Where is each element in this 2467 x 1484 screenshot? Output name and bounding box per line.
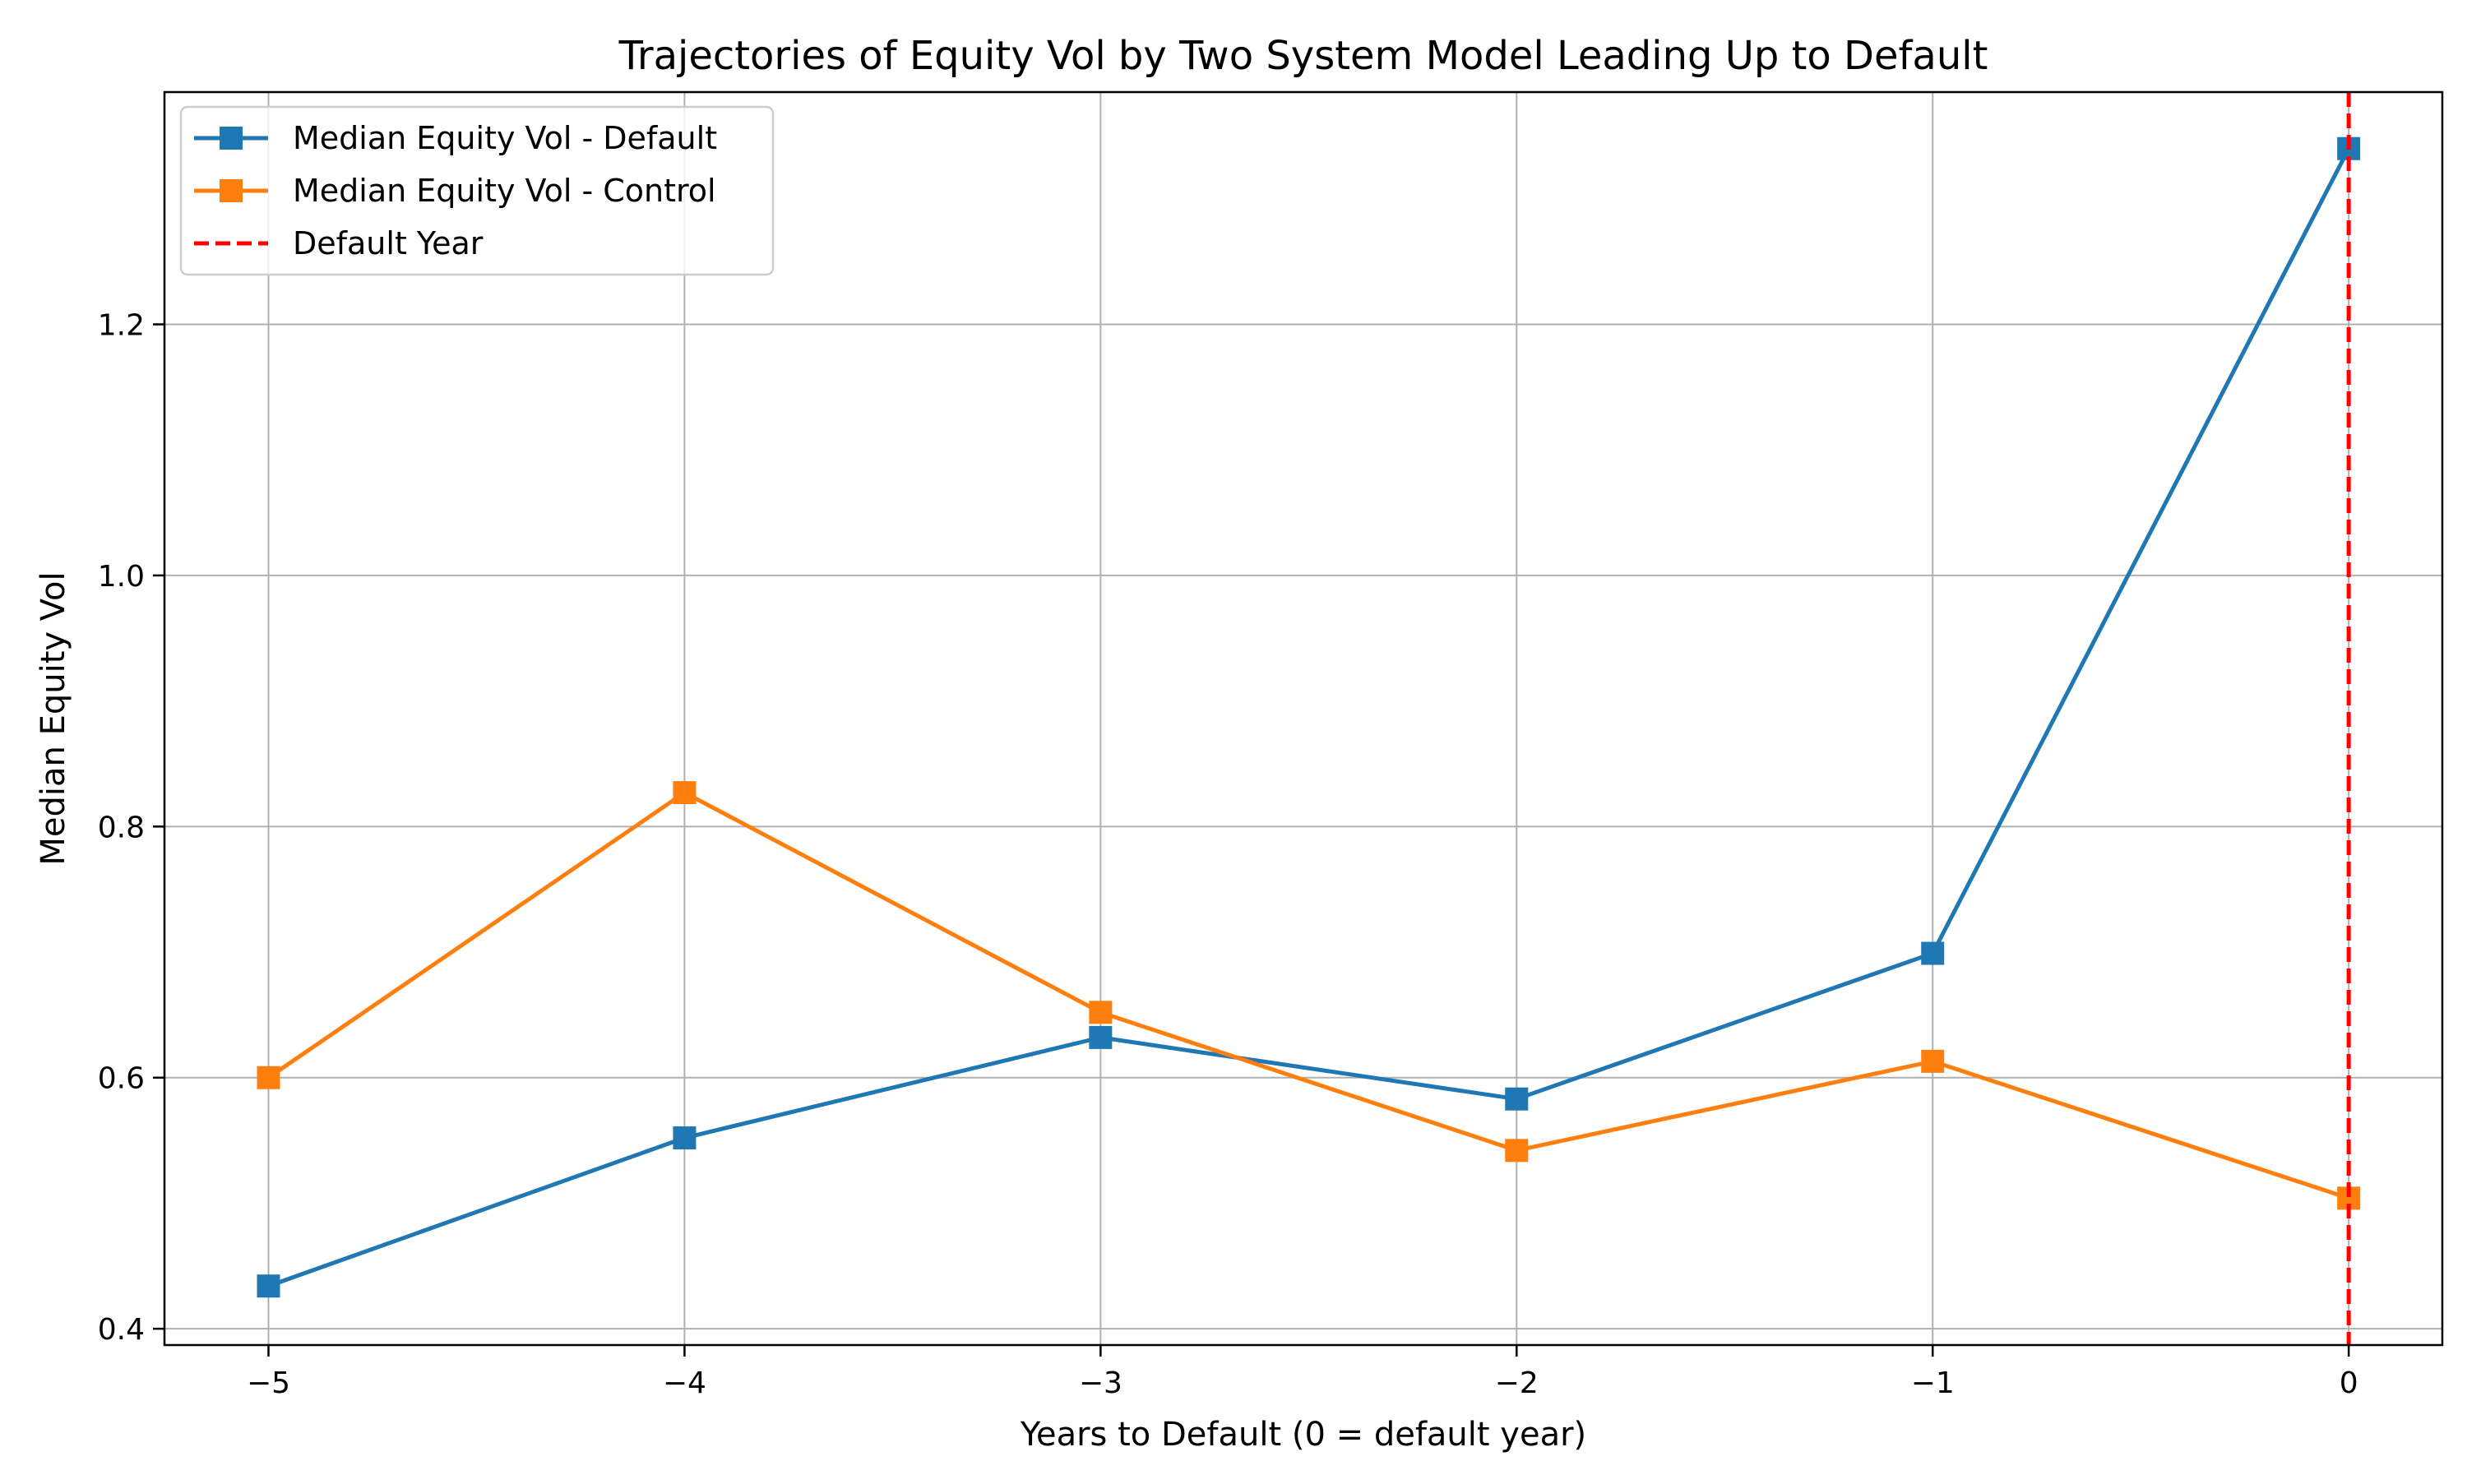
series-1-marker <box>257 1274 280 1298</box>
x-tick-label: −5 <box>247 1366 290 1400</box>
x-tick-label: 0 <box>2340 1366 2358 1400</box>
y-axis-label: Median Equity Vol <box>35 571 72 865</box>
series-2-marker <box>257 1066 280 1089</box>
series-line-2 <box>267 790 2349 1200</box>
x-tick-label: −3 <box>1079 1366 1122 1400</box>
series-1-marker <box>1089 1025 1113 1049</box>
y-tick-label: 0.6 <box>98 1062 145 1096</box>
series-2-marker <box>673 781 697 805</box>
x-tick-label: −4 <box>663 1366 706 1400</box>
legend-box <box>179 105 775 276</box>
y-tick-label: 1.0 <box>98 560 145 594</box>
legend-entry-label: Median Equity Vol - Control <box>293 173 716 209</box>
chart-title: Trajectories of Equity Vol by Two System… <box>618 33 1988 79</box>
x-tick-label: −1 <box>1911 1366 1955 1400</box>
series-2-marker <box>1921 1049 1945 1073</box>
y-axis-ticks: 0.4 0.6 0.8 1.0 1.2 <box>98 309 164 1347</box>
grid <box>164 92 2442 1345</box>
x-tick-label: −2 <box>1495 1366 1539 1400</box>
series-2-marker <box>1505 1139 1529 1163</box>
y-tick-label: 0.4 <box>98 1313 145 1347</box>
x-axis-label: Years to Default (0 = default year) <box>1020 1416 1586 1454</box>
series-line-1 <box>267 147 2351 1288</box>
series-1-marker <box>1921 941 1945 965</box>
legend-marker-sample <box>220 127 243 150</box>
series-1-marker <box>673 1126 697 1150</box>
series-lines <box>257 136 2361 1298</box>
plot-frame <box>163 90 2444 1347</box>
series-2-marker <box>1089 1001 1113 1024</box>
y-tick-label: 1.2 <box>98 309 145 343</box>
y-tick-label: 0.8 <box>98 811 145 844</box>
legend-entry-label: Default Year <box>293 225 484 261</box>
legend-entry-label: Median Equity Vol - Default <box>293 120 717 156</box>
x-axis-ticks: −5 −4 −3 −2 −1 0 <box>247 1345 2358 1400</box>
legend: Median Equity Vol - Default Median Equity… <box>179 105 775 276</box>
series-1-marker <box>1505 1087 1529 1111</box>
legend-marker-sample <box>220 179 243 202</box>
